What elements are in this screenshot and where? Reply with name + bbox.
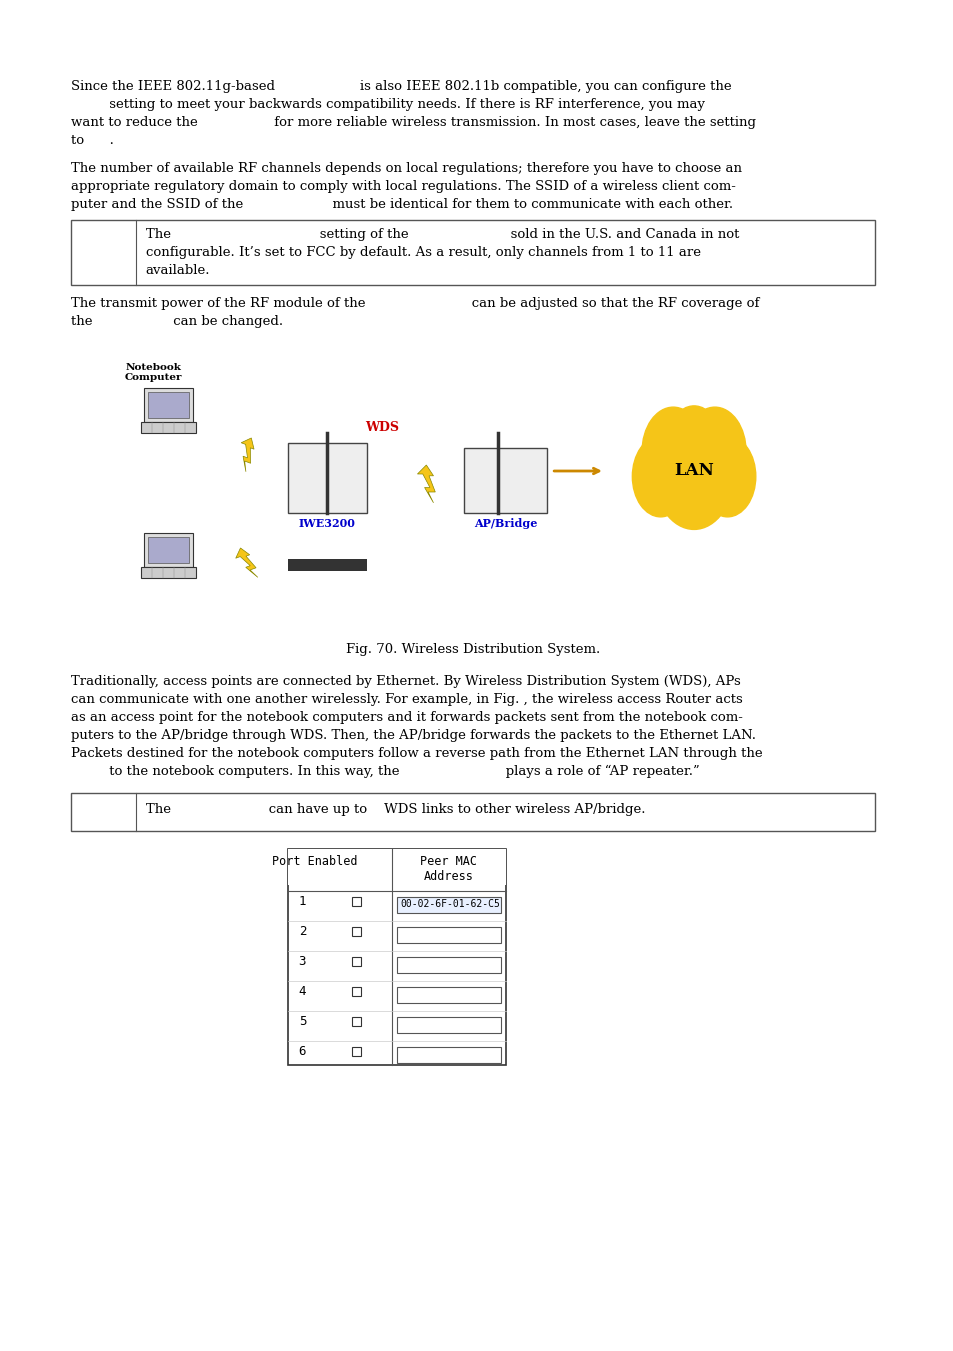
Text: WDS: WDS <box>364 422 398 434</box>
Polygon shape <box>241 438 253 471</box>
Text: The number of available RF channels depends on local regulations; therefore you : The number of available RF channels depe… <box>71 162 741 176</box>
Bar <box>352 957 360 966</box>
Text: Since the IEEE 802.11g-based                    is also IEEE 802.11b compatible,: Since the IEEE 802.11g-based is also IEE… <box>71 80 731 93</box>
Circle shape <box>632 436 688 517</box>
Bar <box>352 988 360 996</box>
Text: to the notebook computers. In this way, the                         plays a role: to the notebook computers. In this way, … <box>71 765 700 778</box>
Bar <box>287 848 505 1065</box>
Text: 4: 4 <box>298 985 306 998</box>
Bar <box>71 793 874 831</box>
Bar <box>396 1017 500 1034</box>
Bar <box>396 957 500 973</box>
Text: Packets destined for the notebook computers follow a reverse path from the Ether: Packets destined for the notebook comput… <box>71 747 762 761</box>
Text: Traditionally, access points are connected by Ethernet. By Wireless Distribution: Traditionally, access points are connect… <box>71 676 740 688</box>
Text: 5: 5 <box>298 1015 306 1028</box>
Bar <box>71 220 874 285</box>
Circle shape <box>641 407 703 496</box>
Bar <box>352 897 360 907</box>
Text: Fig. 70. Wireless Distribution System.: Fig. 70. Wireless Distribution System. <box>346 643 599 657</box>
Text: AP/Bridge: AP/Bridge <box>474 517 537 530</box>
Text: to      .: to . <box>71 134 114 147</box>
Text: Notebook
Computer: Notebook Computer <box>125 363 182 382</box>
Text: 6: 6 <box>298 1046 306 1058</box>
Polygon shape <box>417 465 435 503</box>
Bar <box>463 449 547 513</box>
Text: puters to the AP/bridge through WDS. Then, the AP/bridge forwards the packets to: puters to the AP/bridge through WDS. The… <box>71 730 756 742</box>
Circle shape <box>665 405 721 486</box>
Circle shape <box>683 407 745 496</box>
Circle shape <box>699 436 755 517</box>
Text: available.: available. <box>146 263 210 277</box>
Bar <box>148 536 189 563</box>
Bar <box>352 1047 360 1056</box>
Bar <box>352 1017 360 1025</box>
Text: appropriate regulatory domain to comply with local regulations. The SSID of a wi: appropriate regulatory domain to comply … <box>71 180 736 193</box>
Bar <box>148 392 189 419</box>
Text: LAN: LAN <box>674 462 713 480</box>
Text: 3: 3 <box>298 955 306 969</box>
Text: the                   can be changed.: the can be changed. <box>71 315 283 328</box>
Circle shape <box>653 412 734 530</box>
Bar <box>144 534 193 567</box>
Bar <box>287 848 505 885</box>
Text: as an access point for the notebook computers and it forwards packets sent from : as an access point for the notebook comp… <box>71 711 742 724</box>
Polygon shape <box>235 549 257 577</box>
Text: want to reduce the                  for more reliable wireless transmission. In : want to reduce the for more reliable wir… <box>71 116 756 128</box>
Text: configurable. It’s set to FCC by default. As a result, only channels from 1 to 1: configurable. It’s set to FCC by default… <box>146 246 700 259</box>
Bar <box>396 1047 500 1063</box>
Bar <box>396 927 500 943</box>
Bar <box>352 927 360 936</box>
Text: Peer MAC
Address: Peer MAC Address <box>419 855 476 884</box>
Text: 2: 2 <box>298 925 306 938</box>
Text: The                                   setting of the                        sold: The setting of the sold <box>146 228 739 240</box>
Text: Port Enabled: Port Enabled <box>272 855 357 867</box>
Text: 00-02-6F-01-62-C5: 00-02-6F-01-62-C5 <box>400 898 500 909</box>
Bar <box>396 897 500 913</box>
Text: setting to meet your backwards compatibility needs. If there is RF interference,: setting to meet your backwards compatibi… <box>71 99 704 111</box>
Text: IWE3200: IWE3200 <box>298 517 355 530</box>
Text: puter and the SSID of the                     must be identical for them to comm: puter and the SSID of the must be identi… <box>71 199 733 211</box>
Bar <box>141 423 196 434</box>
Text: 1: 1 <box>298 894 306 908</box>
Bar <box>287 443 367 513</box>
Bar <box>287 559 367 571</box>
Bar <box>141 567 196 578</box>
Text: The transmit power of the RF module of the                         can be adjust: The transmit power of the RF module of t… <box>71 297 759 309</box>
Bar <box>396 988 500 1002</box>
Text: can communicate with one another wirelessly. For example, in Fig. , the wireless: can communicate with one another wireles… <box>71 693 742 707</box>
Bar <box>144 388 193 423</box>
Text: The                       can have up to    WDS links to other wireless AP/bridg: The can have up to WDS links to other wi… <box>146 802 644 816</box>
